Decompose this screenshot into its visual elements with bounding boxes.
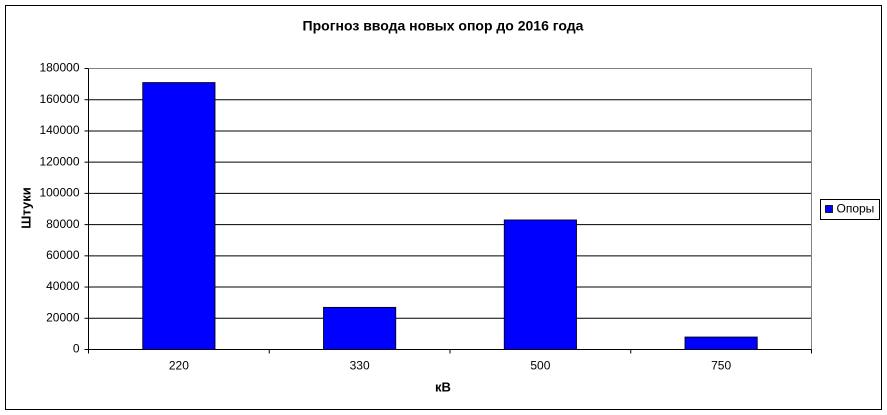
bar	[503, 219, 577, 350]
y-tick-label: 0	[73, 342, 80, 356]
bar	[142, 82, 216, 350]
y-tick-label: 140000	[39, 123, 79, 137]
y-tick-label: 160000	[39, 92, 79, 106]
y-tick-label: 120000	[39, 154, 79, 168]
y-tick-label: 100000	[39, 186, 79, 200]
legend-label: Опоры	[837, 202, 875, 216]
chart-title: Прогноз ввода новых опор до 2016 года	[303, 18, 584, 34]
legend-swatch	[825, 205, 833, 213]
x-tick-label: 220	[169, 359, 189, 373]
y-tick-label: 40000	[46, 279, 80, 293]
bar	[684, 336, 758, 350]
x-tick-label: 500	[530, 359, 550, 373]
y-tick-label: 180000	[39, 61, 79, 75]
y-tick-label: 20000	[46, 310, 80, 324]
bar	[323, 306, 397, 350]
y-tick-label: 60000	[46, 248, 80, 262]
y-tick-label: 80000	[46, 217, 80, 231]
legend-box	[820, 199, 880, 220]
y-axis-label: Штуки	[18, 187, 33, 228]
x-axis-label: кВ	[435, 379, 451, 394]
x-tick-label: 330	[350, 359, 370, 373]
x-tick-label: 750	[711, 359, 731, 373]
